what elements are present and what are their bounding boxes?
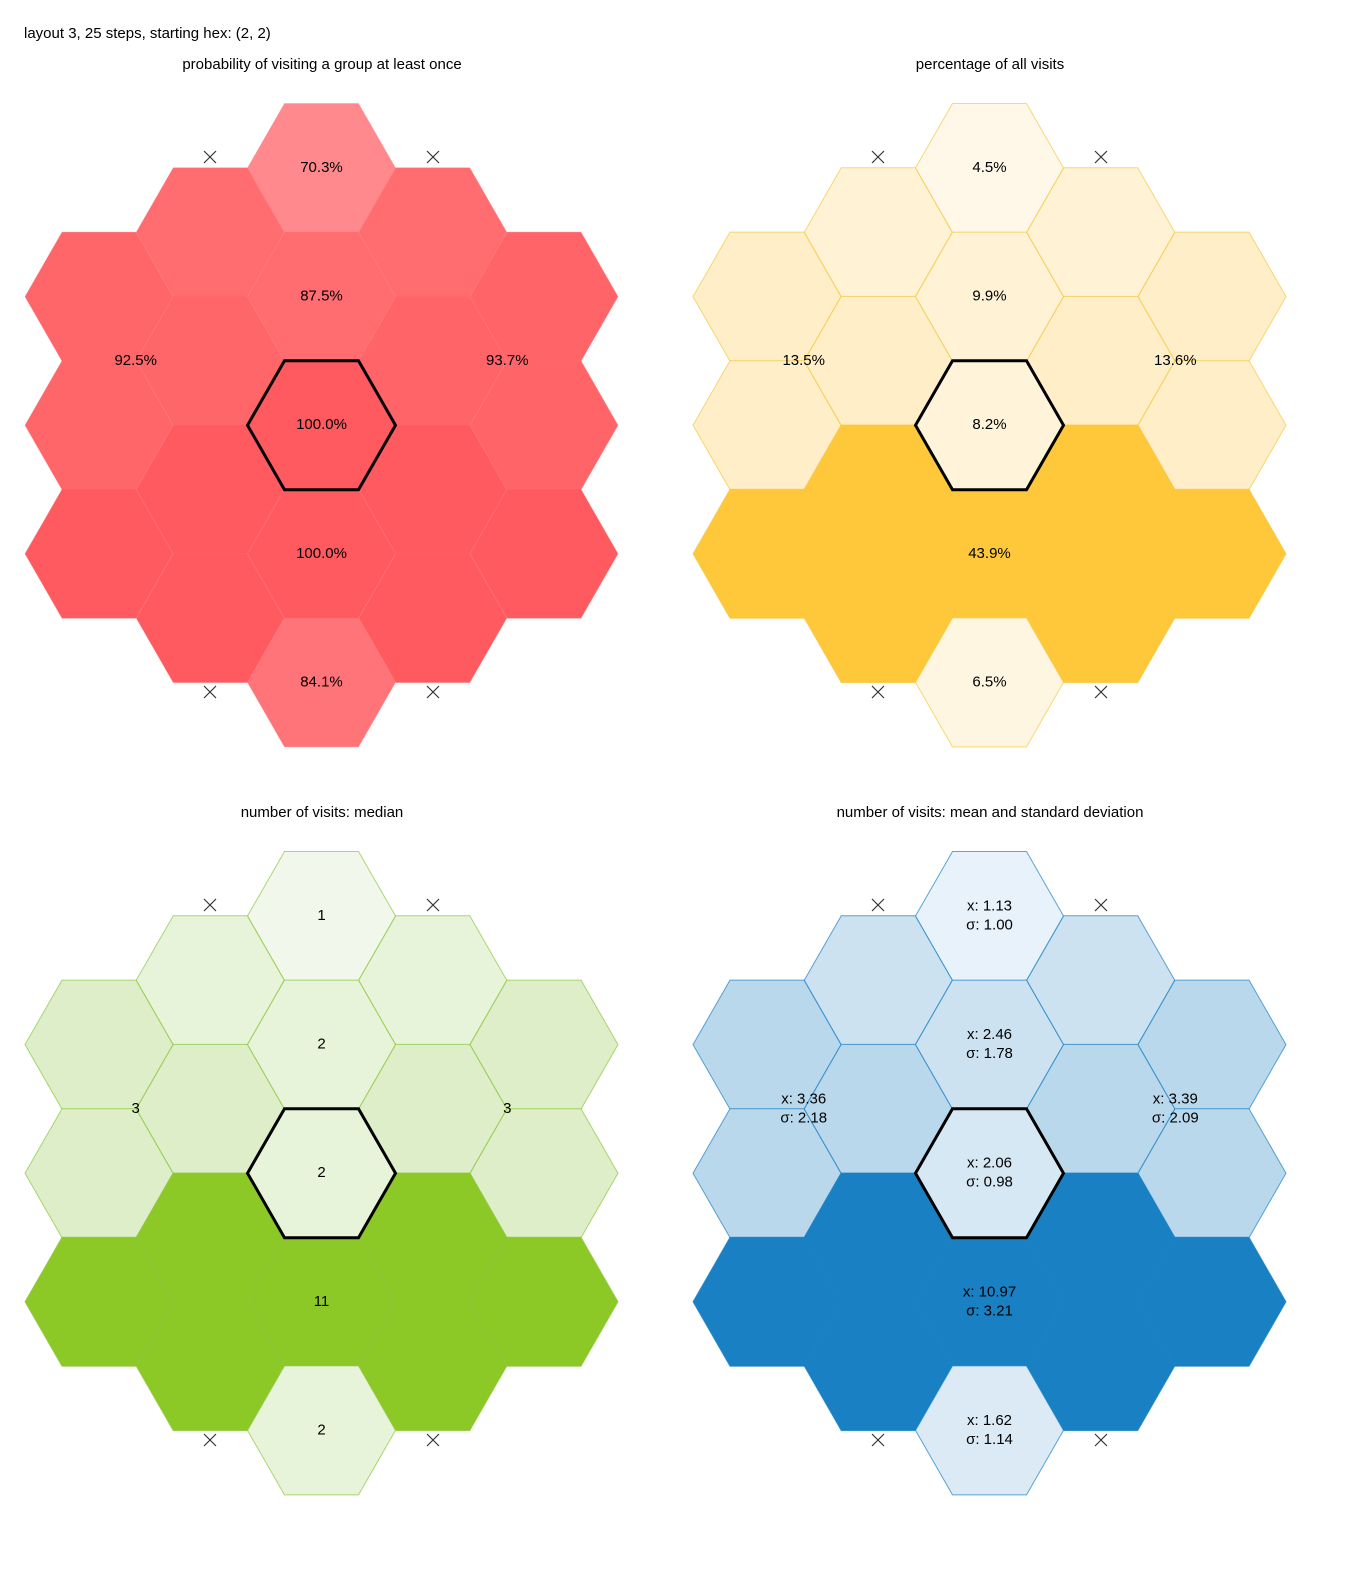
group-label: 70.3%: [300, 159, 343, 176]
missing-marker: [426, 1433, 440, 1447]
start-hex-outline: [913, 1107, 1066, 1240]
start-hex-outline: [245, 1107, 398, 1240]
group-label: σ: 0.98: [966, 1174, 1013, 1191]
start-hex-outline: [913, 359, 1066, 492]
group-label: 9.9%: [972, 288, 1006, 305]
group-label: 6.5%: [972, 673, 1006, 690]
group-label: 2: [317, 1164, 325, 1181]
panel-title: number of visits: median: [241, 804, 404, 821]
group-label: σ: 2.09: [1152, 1109, 1199, 1126]
group-label: 4.5%: [972, 159, 1006, 176]
group-label: 1: [317, 907, 325, 924]
group-label: x: 1.62: [967, 1412, 1012, 1429]
missing-marker: [1094, 1433, 1108, 1447]
missing-marker: [871, 1433, 885, 1447]
hex-cell: [1137, 1236, 1287, 1367]
group-label: x: 1.13: [967, 897, 1012, 914]
missing-marker: [871, 150, 885, 164]
group-label: σ: 1.14: [966, 1431, 1013, 1448]
missing-marker: [871, 898, 885, 912]
hex-cell: [135, 553, 285, 684]
panel-title: number of visits: mean and standard devi…: [837, 804, 1144, 821]
group-label: 92.5%: [114, 352, 157, 369]
group-label: σ: 3.21: [966, 1302, 1013, 1319]
figure-title: layout 3, 25 steps, starting hex: (2, 2): [24, 25, 271, 42]
panel-title: probability of visiting a group at least…: [182, 56, 461, 73]
group-label: 100.0%: [296, 545, 347, 562]
hex-cell: [358, 553, 508, 684]
group-label: 2: [317, 1036, 325, 1053]
panel-title: percentage of all visits: [916, 56, 1064, 73]
group-label: 13.5%: [782, 352, 825, 369]
group-label: x: 2.06: [967, 1155, 1012, 1172]
missing-marker: [1094, 150, 1108, 164]
missing-marker: [426, 898, 440, 912]
hex-cell: [246, 617, 397, 748]
group-label: x: 3.36: [781, 1090, 826, 1107]
missing-marker: [871, 685, 885, 699]
start-hex-outline: [245, 359, 398, 492]
hex-cell: [914, 1365, 1065, 1496]
group-label: 3: [132, 1100, 140, 1117]
group-label: 87.5%: [300, 288, 343, 305]
hex-cell: [24, 488, 174, 619]
missing-marker: [426, 685, 440, 699]
group-label: σ: 1.00: [966, 916, 1013, 933]
missing-marker: [203, 150, 217, 164]
group-label: 11: [314, 1293, 330, 1310]
missing-marker: [1094, 685, 1108, 699]
group-label: 84.1%: [300, 673, 343, 690]
group-label: x: 2.46: [967, 1026, 1012, 1043]
group-label: 3: [503, 1100, 511, 1117]
group-label: σ: 2.18: [780, 1109, 827, 1126]
hex-cell: [469, 488, 619, 619]
group-label: 93.7%: [486, 352, 529, 369]
group-label: 2: [317, 1421, 325, 1438]
hex-cell: [246, 1365, 397, 1496]
group-label: 100.0%: [296, 416, 347, 433]
group-label: σ: 1.78: [966, 1045, 1013, 1062]
group-label: x: 10.97: [963, 1283, 1016, 1300]
missing-marker: [203, 898, 217, 912]
group-label: 8.2%: [972, 416, 1006, 433]
missing-marker: [426, 150, 440, 164]
missing-marker: [203, 1433, 217, 1447]
group-label: 43.9%: [968, 545, 1011, 562]
missing-marker: [1094, 898, 1108, 912]
group-label: x: 3.39: [1153, 1090, 1198, 1107]
hex-cell: [914, 617, 1065, 748]
hex-cell: [1137, 488, 1287, 619]
hex-cell: [469, 1236, 619, 1367]
group-label: 13.6%: [1154, 352, 1197, 369]
missing-marker: [203, 685, 217, 699]
